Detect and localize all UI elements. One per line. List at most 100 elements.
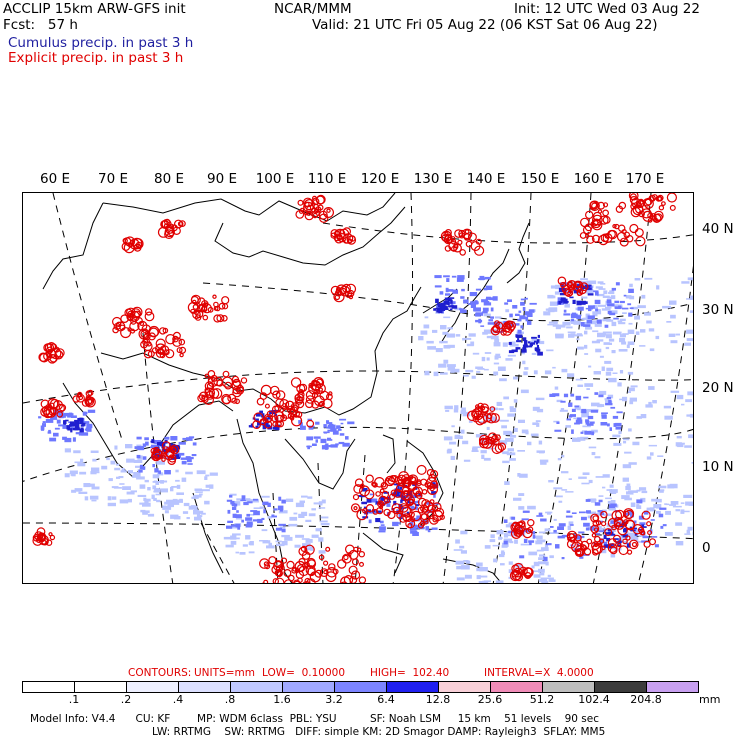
explicit-precip-contour xyxy=(316,194,326,205)
explicit-precip-contour xyxy=(342,227,351,236)
precip-cell xyxy=(556,421,560,424)
precip-cell xyxy=(63,412,69,417)
precip-cell xyxy=(599,355,604,358)
precip-cell xyxy=(558,300,562,305)
precip-cell xyxy=(609,427,612,431)
precip-cell xyxy=(149,446,156,449)
explicit-precip-contour xyxy=(264,420,273,429)
precip-cell xyxy=(172,447,176,452)
precip-cell xyxy=(546,349,554,352)
precip-cell xyxy=(438,363,447,368)
precip-cell xyxy=(480,450,487,454)
precip-cell xyxy=(515,313,520,316)
explicit-precip-contour xyxy=(85,398,93,406)
precip-cell xyxy=(676,394,684,400)
precip-cell xyxy=(138,470,143,473)
precip-cell xyxy=(48,429,51,433)
contours-label: CONTOURS: xyxy=(128,667,192,679)
explicit-precip-contour xyxy=(120,314,129,324)
explicit-precip-contour xyxy=(349,576,358,583)
explicit-precip-contour xyxy=(574,534,582,542)
explicit-precip-contour xyxy=(406,498,414,507)
precip-cell xyxy=(153,497,157,501)
explicit-precip-contour xyxy=(658,205,665,211)
precip-cell xyxy=(338,441,345,445)
precip-cell xyxy=(641,490,648,494)
precipitation-field xyxy=(32,193,693,583)
explicit-precip-contour xyxy=(564,288,573,298)
precip-cell xyxy=(231,503,236,506)
precip-cell xyxy=(581,482,590,485)
precip-cell xyxy=(456,565,465,570)
precip-cell xyxy=(630,385,638,388)
precip-cell xyxy=(608,377,617,383)
precip-cell xyxy=(553,420,560,423)
precip-cell xyxy=(583,324,591,327)
precip-cell xyxy=(624,497,632,501)
explicit-precip-contour xyxy=(143,338,149,344)
explicit-precip-contour xyxy=(202,314,209,321)
precip-cell xyxy=(484,545,491,549)
precip-cell xyxy=(499,440,508,445)
explicit-precip-contour xyxy=(126,312,134,321)
precip-cell xyxy=(182,511,189,514)
precip-cell xyxy=(686,329,693,334)
explicit-precip-contour xyxy=(266,410,274,418)
precip-cell xyxy=(495,353,501,357)
precip-cell xyxy=(575,378,583,381)
precip-cell xyxy=(619,318,626,322)
lon-label: 90 E xyxy=(207,171,237,187)
precip-cell xyxy=(539,572,545,576)
precip-cell xyxy=(552,324,559,327)
precip-cell xyxy=(554,429,562,432)
precip-cell xyxy=(587,511,597,515)
precip-cell xyxy=(308,425,314,430)
explicit-precip-contour xyxy=(581,545,588,552)
precip-cell xyxy=(508,323,515,328)
explicit-precip-contour xyxy=(375,491,381,497)
explicit-precip-contour xyxy=(314,395,325,407)
precip-cell xyxy=(577,306,584,311)
precip-cell xyxy=(606,397,612,400)
precip-cell xyxy=(445,293,451,296)
precip-cell xyxy=(274,424,281,428)
precip-cell xyxy=(517,318,522,322)
colorbar-label: 102.4 xyxy=(578,693,610,706)
precip-cell xyxy=(606,367,614,372)
precip-cell xyxy=(192,442,197,446)
precip-cell xyxy=(592,330,599,333)
precip-cell xyxy=(461,407,466,411)
explicit-precip-contour xyxy=(608,229,618,240)
precip-cell xyxy=(77,417,81,421)
precip-cell xyxy=(557,535,565,539)
precip-cell xyxy=(646,456,652,460)
precip-cell xyxy=(483,301,490,306)
precip-cell xyxy=(496,356,501,359)
explicit-precip-contour xyxy=(350,503,361,513)
explicit-precip-contour xyxy=(315,378,324,386)
precip-cell xyxy=(439,340,448,344)
precip-cell xyxy=(423,324,430,329)
explicit-precip-contour xyxy=(657,196,663,202)
precip-cell xyxy=(507,413,516,417)
precip-cell xyxy=(330,428,337,432)
precip-cell xyxy=(164,470,171,475)
explicit-precip-contour xyxy=(593,527,599,533)
precip-cell xyxy=(632,441,640,446)
precip-cell xyxy=(570,313,578,319)
explicit-precip-contour xyxy=(290,377,302,388)
precip-cell xyxy=(641,294,646,299)
precip-cell xyxy=(478,581,486,583)
explicit-precip-contour xyxy=(371,481,377,487)
explicit-precip-contour xyxy=(474,405,484,415)
explicit-precip-contour xyxy=(120,327,132,339)
precip-cell xyxy=(628,428,632,432)
precip-cell xyxy=(568,478,572,480)
precip-cell xyxy=(625,295,632,299)
explicit-precip-contour xyxy=(330,232,337,239)
precip-cell xyxy=(487,322,494,325)
precip-cell xyxy=(619,300,625,304)
precip-cell xyxy=(272,426,278,430)
precip-cell xyxy=(653,504,662,509)
precip-cell xyxy=(605,301,612,305)
